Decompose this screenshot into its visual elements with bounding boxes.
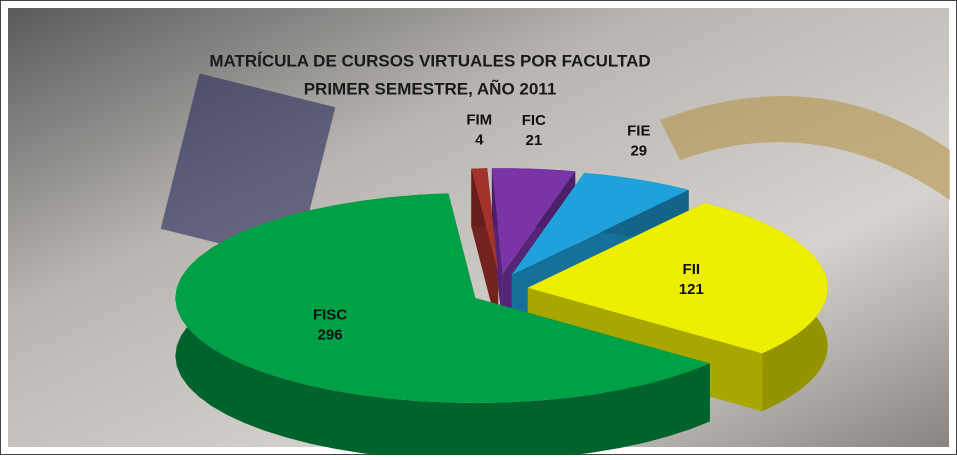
chart-subtitle: PRIMER SEMESTRE, AÑO 2011 — [304, 78, 557, 98]
value-label: 21 — [526, 132, 543, 149]
value-label: 29 — [630, 143, 647, 160]
chart-title: MATRÍCULA DE CURSOS VIRTUALES POR FACULT… — [209, 51, 650, 70]
category-label: FIE — [627, 123, 650, 140]
chart: MATRÍCULA DE CURSOS VIRTUALES POR FACULT… — [0, 0, 957, 455]
category-label: FIC — [522, 112, 546, 129]
value-label: 121 — [679, 281, 704, 298]
category-label: FISC — [313, 306, 347, 323]
value-label: 296 — [318, 326, 343, 343]
value-label: 4 — [475, 131, 484, 148]
category-label: FII — [683, 261, 701, 278]
category-label: FIM — [466, 111, 492, 128]
